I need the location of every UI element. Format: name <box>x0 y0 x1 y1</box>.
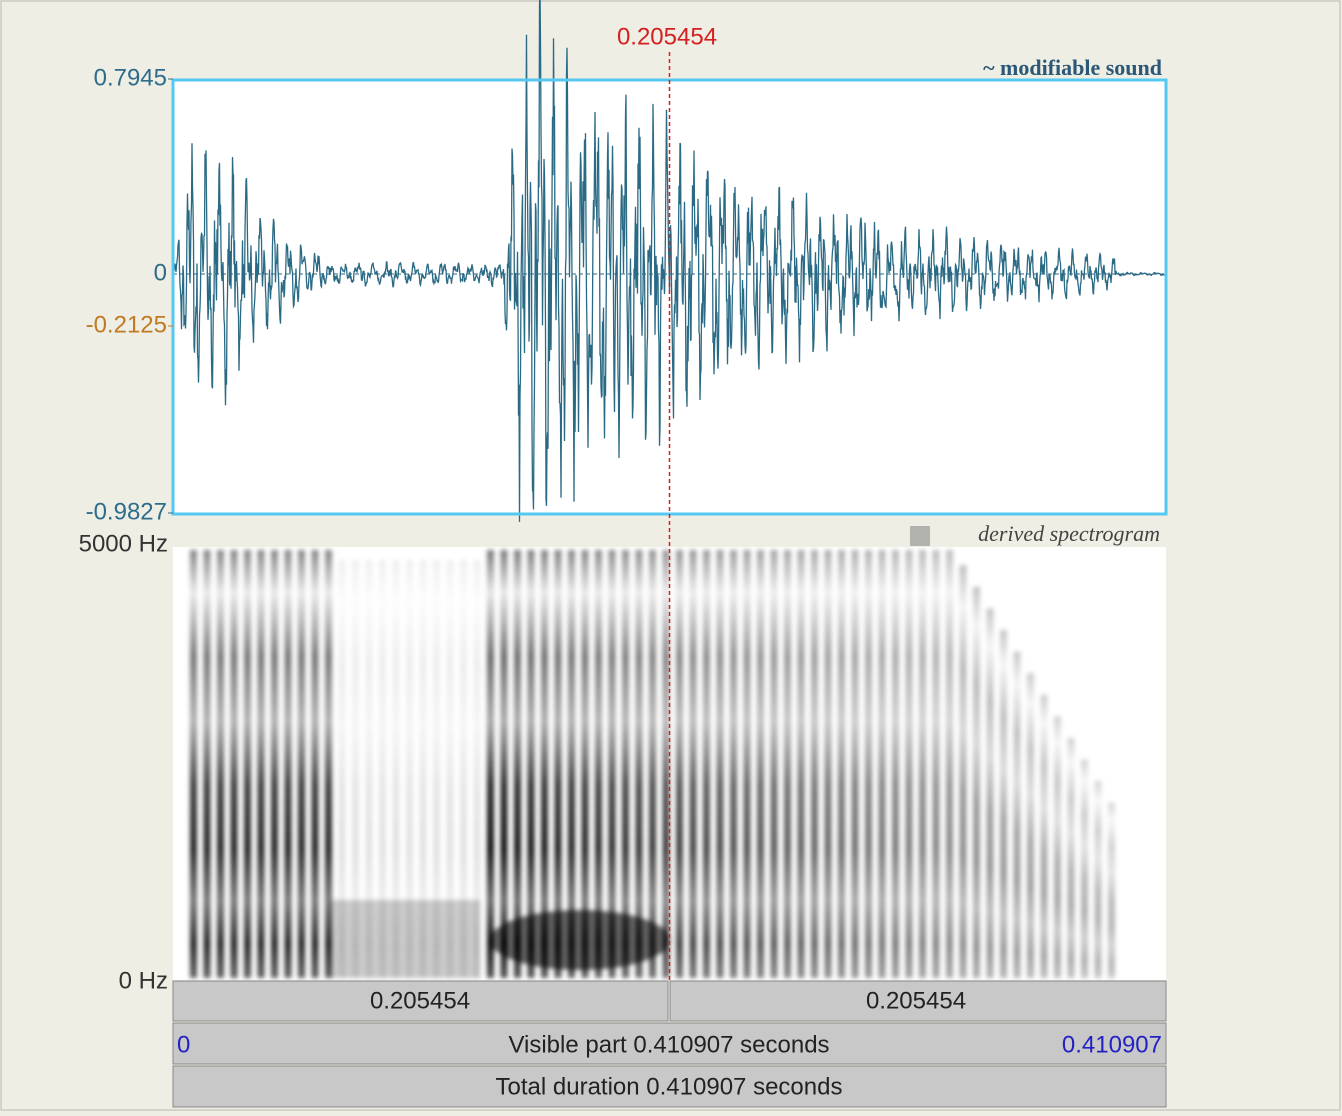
y-zero-label: 0 <box>154 259 167 286</box>
striation <box>419 560 427 978</box>
striation <box>365 560 373 978</box>
striation <box>932 550 940 978</box>
spectrogram <box>190 550 1115 978</box>
spectrogram-icon <box>910 526 930 546</box>
striation <box>190 550 197 978</box>
striation <box>608 550 616 978</box>
striation <box>1108 802 1115 978</box>
striation <box>514 550 521 978</box>
striation <box>581 550 589 978</box>
striation <box>271 550 278 978</box>
striation <box>959 565 967 978</box>
striation <box>257 550 265 978</box>
striation <box>1054 716 1061 978</box>
striation <box>757 550 764 978</box>
visible-part: Visible part 0.410907 seconds <box>508 1031 829 1058</box>
start-time: 0 <box>177 1031 190 1058</box>
striation <box>784 550 791 978</box>
f-max-label: 5000 Hz <box>79 530 168 557</box>
striation <box>797 550 805 978</box>
striation <box>500 550 508 978</box>
striation <box>338 560 346 978</box>
striation <box>527 550 535 978</box>
y-max-label: 0.7945 <box>94 64 167 91</box>
striation <box>986 608 994 978</box>
striation <box>662 550 670 978</box>
striation <box>1027 673 1034 978</box>
striation <box>284 550 292 978</box>
striation <box>892 550 899 978</box>
striation <box>1067 738 1075 978</box>
striation <box>743 550 751 978</box>
left-segment-label: 0.205454 <box>370 987 470 1014</box>
striation <box>905 550 913 978</box>
striation <box>298 550 305 978</box>
striation <box>838 550 845 978</box>
total-duration-button[interactable] <box>172 1065 1167 1108</box>
striation <box>770 550 778 978</box>
striation <box>973 586 980 978</box>
striation <box>487 550 494 978</box>
striation <box>230 550 238 978</box>
striation <box>244 550 251 978</box>
striation <box>878 550 886 978</box>
striation <box>541 550 548 978</box>
cursor-time: 0.205454 <box>617 23 717 50</box>
striation <box>1040 694 1048 978</box>
left-segment-button[interactable] <box>172 980 669 1022</box>
spectrogram-title: derived spectrogram <box>978 521 1160 546</box>
striation <box>595 550 602 978</box>
right-segment-label: 0.205454 <box>866 987 966 1014</box>
striation <box>622 550 629 978</box>
striation <box>203 550 211 978</box>
end-time: 0.410907 <box>1062 1031 1162 1058</box>
striation <box>554 550 562 978</box>
striation <box>392 560 400 978</box>
low-energy <box>490 910 670 970</box>
striation <box>730 550 737 978</box>
f-min-label: 0 Hz <box>119 967 168 994</box>
striation <box>851 550 859 978</box>
fricative-noise <box>330 900 480 978</box>
striation <box>311 550 319 978</box>
striation <box>824 550 832 978</box>
striation <box>1000 630 1007 978</box>
total-duration: Total duration 0.410907 seconds <box>496 1073 843 1100</box>
striation <box>568 550 575 978</box>
striation <box>946 550 953 978</box>
striation <box>433 560 440 978</box>
y-min-label: -0.9827 <box>86 498 167 525</box>
striations <box>190 550 1115 978</box>
striation <box>716 550 724 978</box>
striation <box>689 550 697 978</box>
striation <box>703 550 710 978</box>
striation <box>446 560 454 978</box>
striation <box>1013 651 1021 978</box>
striation <box>379 560 386 978</box>
striation <box>406 560 413 978</box>
right-segment-button[interactable] <box>669 980 1167 1022</box>
striation <box>676 550 683 978</box>
sound-title: ~ modifiable sound <box>983 55 1162 80</box>
striation <box>919 550 926 978</box>
y-marked-label: -0.2125 <box>86 311 167 338</box>
striation <box>811 550 818 978</box>
striation <box>460 560 467 978</box>
striation <box>217 550 224 978</box>
visible-part-button[interactable] <box>172 1022 1167 1065</box>
striation <box>473 560 481 978</box>
striation <box>865 550 872 978</box>
striation <box>325 550 332 978</box>
striation <box>635 550 643 978</box>
striation <box>1081 759 1088 978</box>
striation <box>649 550 656 978</box>
striation <box>352 560 359 978</box>
striation <box>1094 781 1102 978</box>
